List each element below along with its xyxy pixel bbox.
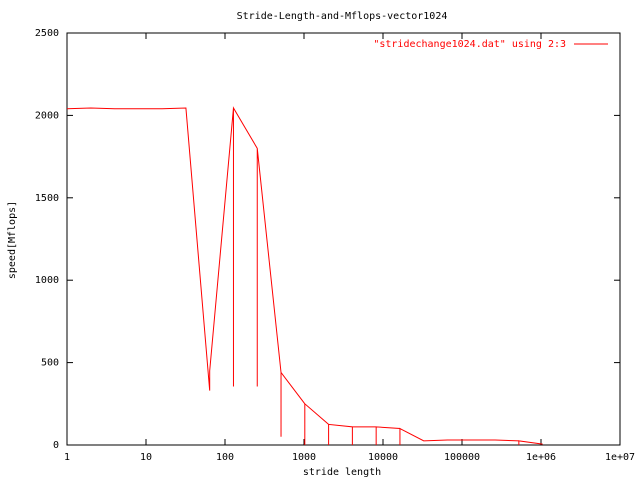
y-tick-label: 2000 xyxy=(35,110,59,121)
x-tick-label: 1e+06 xyxy=(526,452,556,463)
x-tick-label: 10 xyxy=(140,452,152,463)
y-axis-label: speed[Mflops] xyxy=(7,201,18,279)
y-tick-label: 500 xyxy=(41,358,59,369)
chart-title: Stride-Length-and-Mflops-vector1024 xyxy=(237,11,448,22)
x-axis-label: stride length xyxy=(303,467,381,478)
x-tick-label: 10000 xyxy=(368,452,398,463)
x-tick-label: 1000 xyxy=(292,452,316,463)
plot-frame xyxy=(66,32,621,446)
x-tick-label: 1 xyxy=(64,452,70,463)
x-tick-label: 100000 xyxy=(444,452,480,463)
y-tick-label: 2500 xyxy=(35,28,59,39)
y-tick-label: 1500 xyxy=(35,193,59,204)
y-tick-label: 0 xyxy=(53,440,59,451)
y-tick-label: 1000 xyxy=(35,275,59,286)
data-line xyxy=(66,106,543,445)
x-tick-label: 100 xyxy=(216,452,234,463)
legend-label: "stridechange1024.dat" using 2:3 xyxy=(373,39,566,50)
x-tick-label: 1e+07 xyxy=(605,452,635,463)
